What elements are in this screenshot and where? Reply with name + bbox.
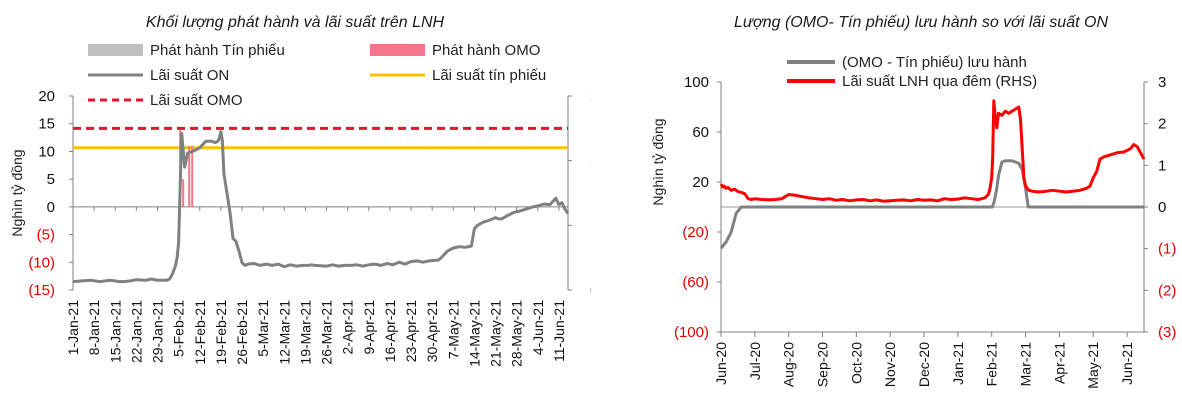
chart-2-title: Lượng (OMO- Tín phiếu) lưu hành so với l… [734, 14, 1108, 31]
chart-2-legend: (OMO - Tín phiếu) lưu hành Lãi suất LNH q… [787, 54, 1037, 90]
chart-2-x-tick-label: Mar-21 [1018, 342, 1034, 387]
chart-1-legend: Phát hành Tín phiếu Phát hành OMO Lãi suất… [88, 42, 546, 109]
chart-2-left-tick-label: (20) [682, 224, 709, 241]
chart-1-legend-swatch-0 [88, 44, 143, 56]
chart-1-series-on-line [72, 130, 570, 284]
chart-2-marks [719, 99, 1146, 250]
chart-2-x-tick-label: Oct-20 [848, 342, 864, 384]
chart-1-legend-label-2: Lãi suất ON [150, 67, 229, 84]
chart-1-x-tick-label: 7-May-21 [445, 300, 461, 359]
chart-1-x-tick-label: 12-Feb-21 [192, 300, 208, 365]
chart-2-x-tick-label: Dec-20 [916, 342, 932, 387]
chart-1-marks [72, 126, 570, 284]
chart-1-x-tick-label: 14-May-21 [466, 300, 482, 367]
chart-1-right-tick-label: 1% [590, 218, 591, 235]
chart-1-x-tick-label: 30-Apr-21 [424, 300, 440, 362]
chart-1-x-tick-label: 21-May-21 [488, 300, 504, 367]
chart-1-left-tick-label: (5) [37, 227, 55, 244]
chart-2-right-tick-label: 2 [1158, 116, 1166, 133]
chart-2-left-tick-label: 60 [692, 124, 709, 141]
chart-1-x-tick-label: 5-Feb-21 [171, 300, 187, 357]
chart-1-legend-swatch-1 [370, 44, 425, 56]
chart-2-x-tick-label: Jan-21 [950, 342, 966, 385]
chart-1-right-tick-label: 2% [590, 154, 591, 171]
chart-1-right-tick-label: 3% [590, 89, 591, 106]
chart-2-x-tick-label: Jun-20 [713, 342, 729, 385]
chart-2-x-tick-label: Apr-21 [1051, 342, 1067, 384]
chart-1-x-tick-label: 8-Jan-21 [86, 300, 102, 355]
chart-2-left-tick-label: 100 [684, 74, 709, 91]
chart-2-legend-label-0: (OMO - Tín phiếu) lưu hành [842, 54, 1027, 71]
chart-2-right-tick-label: 1 [1158, 157, 1166, 174]
chart-1-legend-label-0: Phát hành Tín phiếu [150, 42, 285, 59]
chart-2-axes: 100 60 20 (20) (60) (100) 3 2 1 0 (1) (2) (3) Nghìn t… [650, 74, 1176, 389]
chart-2-legend-label-1: Lãi suất LNH qua đêm (RHS) [842, 73, 1037, 90]
chart-1-legend-label-4: Lãi suất OMO [150, 92, 243, 109]
chart-1-x-tick-label: 22-Jan-21 [128, 300, 144, 363]
chart-1-x-tick-label: 19-Mar-21 [297, 300, 313, 365]
chart-1-omo-bar-3 [191, 145, 194, 207]
chart-1-title: Khối lượng phát hành và lãi suất trên LN… [146, 14, 445, 31]
chart-2-left-tick-label: 20 [692, 174, 709, 191]
chart-1-omo-bar-2 [188, 145, 191, 207]
chart-1-omo-bar-1 [182, 179, 185, 207]
chart-1-legend-label-3: Lãi suất tín phiếu [432, 67, 546, 84]
chart-1-axes: 20 15 10 5 0 (5) (10) (15) 3% 2% 1% 0% Nghìn tỷ đồng… [9, 88, 591, 367]
chart-2-x-tick-label: Jul-20 [747, 342, 763, 380]
chart-1-x-tick-label: 5-Mar-21 [255, 300, 271, 357]
chart-2-series-omo-outstanding-line [719, 159, 1144, 250]
chart-1-x-tick-label: 16-Apr-21 [382, 300, 398, 362]
chart-1-right-tick-label: 0% [590, 283, 591, 300]
chart-1-x-tick-label: 29-Jan-21 [150, 300, 166, 363]
chart-1-x-tick-label: 2-Apr-21 [340, 300, 356, 355]
chart-1-y-axis-label: Nghìn tỷ đồng [9, 149, 25, 236]
chart-1-left-tick-label: 10 [38, 143, 55, 160]
chart-1-left-tick-label: 15 [38, 116, 55, 133]
chart-2-right-tick-label: 0 [1158, 199, 1166, 216]
chart-2-right-tick-label: (1) [1158, 241, 1176, 258]
chart-2-right-tick-label: (2) [1158, 282, 1176, 299]
chart-1-x-tick-label: 11-Jun-21 [551, 300, 567, 362]
chart-1-x-tick-label: 26-Feb-21 [234, 300, 250, 365]
chart-2-left-tick-label: (60) [682, 274, 709, 291]
chart-1-x-tick-label: 12-Mar-21 [276, 300, 292, 365]
chart-2-left-tick-label: (100) [674, 324, 709, 341]
chart-1-left-tick-label: (15) [28, 282, 55, 299]
chart-2-x-tick-label: Feb-21 [984, 342, 1000, 387]
chart-1-x-tick-label: 23-Apr-21 [403, 300, 419, 362]
chart-1-left-tick-label: 5 [47, 171, 55, 188]
chart-2-x-tick-label: Jun-21 [1119, 342, 1135, 385]
chart-2-y-axis-label: Nghìn tỷ đồng [650, 118, 666, 205]
chart-2-right-tick-label: (3) [1158, 324, 1176, 341]
chart-2-x-tick-label: Aug-20 [781, 342, 797, 387]
chart-1-x-tick-label: 15-Jan-21 [107, 300, 123, 363]
left-chart: Khối lượng phát hành và lãi suất trên LN… [9, 14, 591, 367]
chart-1-left-tick-label: (10) [28, 254, 55, 271]
chart-2-x-tick-label: May-21 [1085, 342, 1101, 389]
chart-2-x-tick-label: Sep-20 [815, 342, 831, 387]
chart-2-x-tick-label: Nov-20 [882, 342, 898, 387]
chart-1-x-tick-label: 4-Jun-21 [530, 300, 546, 355]
chart-1-x-tick-label: 26-Mar-21 [319, 300, 335, 365]
chart-1-left-tick-label: 0 [47, 199, 55, 216]
chart-1-x-tick-label: 1-Jan-21 [65, 300, 81, 355]
chart-2-right-tick-label: 3 [1158, 74, 1166, 91]
chart-1-legend-label-1: Phát hành OMO [432, 42, 540, 59]
chart-1-left-tick-label: 20 [38, 88, 55, 105]
right-chart: Lượng (OMO- Tín phiếu) lưu hành so với l… [650, 14, 1176, 389]
chart-1-x-tick-label: 9-Apr-21 [361, 300, 377, 355]
chart-1-x-tick-label: 19-Feb-21 [213, 300, 229, 365]
chart-1-x-tick-label: 28-May-21 [509, 300, 525, 367]
chart-2-series-interbank-rate-line [719, 99, 1146, 203]
